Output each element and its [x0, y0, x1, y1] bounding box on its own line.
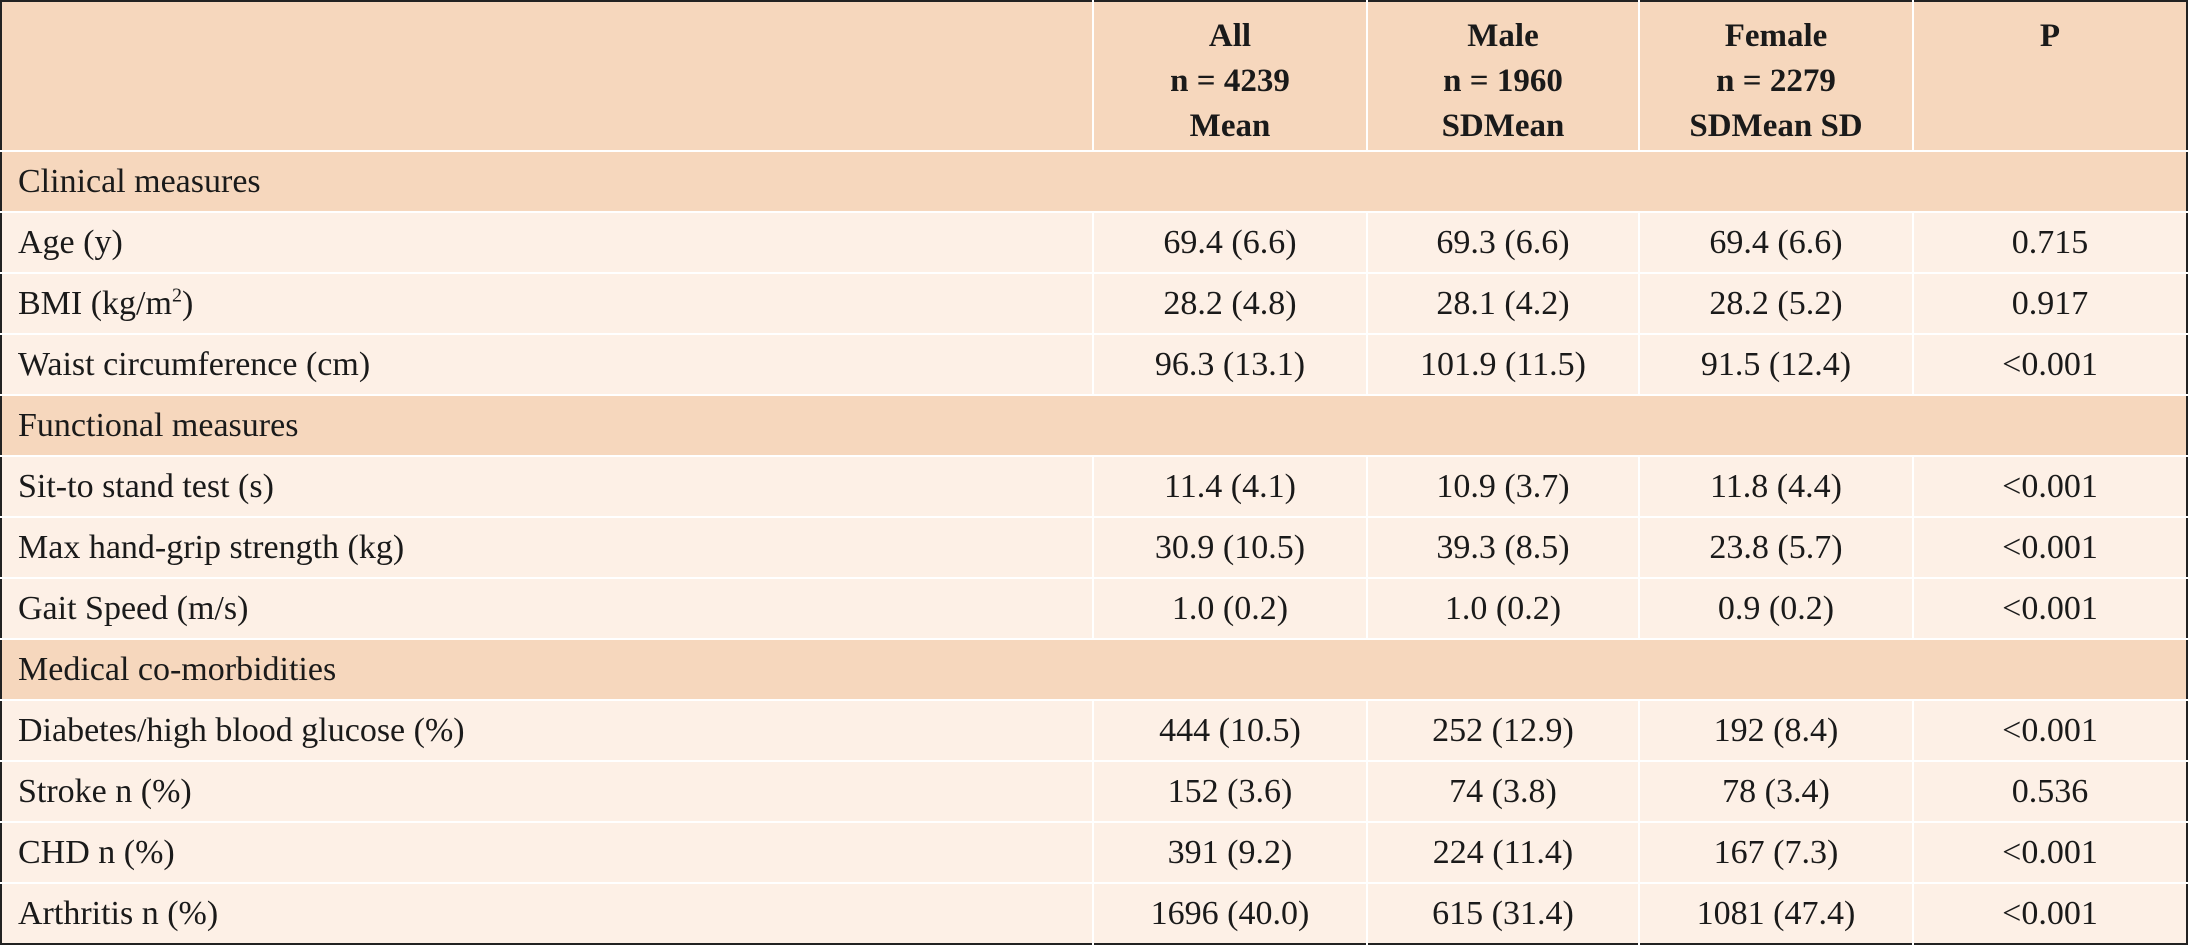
cell-p: <0.001	[1913, 883, 2187, 944]
cell-p: <0.001	[1913, 700, 2187, 762]
row-label: Diabetes/high blood glucose (%)	[1, 700, 1094, 762]
cell-male: 224 (11.4)	[1367, 822, 1640, 884]
row-label: Age (y)	[1, 212, 1094, 274]
cell-p: <0.001	[1913, 822, 2187, 884]
cell-p: 0.917	[1913, 273, 2187, 335]
row-label: Waist circumference (cm)	[1, 334, 1094, 396]
cell-p: <0.001	[1913, 456, 2187, 518]
row-label: BMI (kg/m2)	[1, 273, 1094, 335]
cell-p: <0.001	[1913, 578, 2187, 640]
header-male-line: n = 1960	[1443, 63, 1563, 99]
cell-female: 28.2 (5.2)	[1639, 273, 1914, 335]
header-female-line: n = 2279	[1716, 63, 1836, 99]
section-row-comorbidities: Medical co-morbidities	[1, 639, 2187, 701]
cell-all: 28.2 (4.8)	[1093, 273, 1368, 335]
cell-male: 28.1 (4.2)	[1367, 273, 1640, 335]
cell-all: 96.3 (13.1)	[1093, 334, 1368, 396]
row-label: Gait Speed (m/s)	[1, 578, 1094, 640]
cell-female: 0.9 (0.2)	[1639, 578, 1914, 640]
cell-all: 152 (3.6)	[1093, 761, 1368, 823]
header-male-line: Male	[1467, 18, 1539, 54]
table-body: Clinical measures Age (y) 69.4 (6.6) 69.…	[1, 151, 2187, 944]
section-row-functional: Functional measures	[1, 395, 2187, 457]
cell-male: 615 (31.4)	[1367, 883, 1640, 944]
cell-p: 0.536	[1913, 761, 2187, 823]
cell-female: 11.8 (4.4)	[1639, 456, 1914, 518]
cell-female: 78 (3.4)	[1639, 761, 1914, 823]
header-cell-label	[1, 1, 1094, 152]
row-label: Sit-to stand test (s)	[1, 456, 1094, 518]
cell-male: 69.3 (6.6)	[1367, 212, 1640, 274]
cell-all: 1.0 (0.2)	[1093, 578, 1368, 640]
cell-male: 74 (3.8)	[1367, 761, 1640, 823]
header-male-line: SDMean	[1441, 108, 1565, 144]
row-label-text: BMI (kg/m	[18, 284, 172, 322]
header-all-line: n = 4239	[1170, 63, 1290, 99]
cell-p: 0.715	[1913, 212, 2187, 274]
cell-female: 167 (7.3)	[1639, 822, 1914, 884]
cell-all: 1696 (40.0)	[1093, 883, 1368, 944]
header-cell-all: All n = 4239 Mean	[1093, 1, 1368, 152]
cell-all: 444 (10.5)	[1093, 700, 1368, 762]
cell-all: 391 (9.2)	[1093, 822, 1368, 884]
row-label-superscript: 2	[171, 284, 182, 307]
header-row: All n = 4239 Mean Male n = 1960 SDMean F…	[1, 1, 2187, 152]
cell-male: 39.3 (8.5)	[1367, 517, 1640, 579]
row-label-suffix: )	[181, 284, 194, 322]
table-row: Arthritis n (%) 1696 (40.0) 615 (31.4) 1…	[1, 883, 2187, 944]
header-all-line: Mean	[1189, 108, 1271, 144]
table-header: All n = 4239 Mean Male n = 1960 SDMean F…	[1, 1, 2187, 152]
cell-female: 23.8 (5.7)	[1639, 517, 1914, 579]
header-cell-p: P	[1913, 1, 2187, 152]
cell-male: 252 (12.9)	[1367, 700, 1640, 762]
cell-all: 69.4 (6.6)	[1093, 212, 1368, 274]
row-label: CHD n (%)	[1, 822, 1094, 884]
header-p-line: P	[2039, 18, 2061, 54]
table-row: Gait Speed (m/s) 1.0 (0.2) 1.0 (0.2) 0.9…	[1, 578, 2187, 640]
header-all-line: All	[1208, 18, 1252, 54]
cell-p: <0.001	[1913, 334, 2187, 396]
cell-p: <0.001	[1913, 517, 2187, 579]
row-label: Max hand-grip strength (kg)	[1, 517, 1094, 579]
header-female-line: SDMean SD	[1689, 108, 1863, 144]
header-cell-male: Male n = 1960 SDMean	[1367, 1, 1640, 152]
table-row: BMI (kg/m2) 28.2 (4.8) 28.1 (4.2) 28.2 (…	[1, 273, 2187, 335]
table-row: Stroke n (%) 152 (3.6) 74 (3.8) 78 (3.4)…	[1, 761, 2187, 823]
cell-female: 1081 (47.4)	[1639, 883, 1914, 944]
cell-male: 101.9 (11.5)	[1367, 334, 1640, 396]
cell-male: 1.0 (0.2)	[1367, 578, 1640, 640]
section-row-clinical: Clinical measures	[1, 151, 2187, 213]
table-row: Age (y) 69.4 (6.6) 69.3 (6.6) 69.4 (6.6)…	[1, 212, 2187, 274]
table-row: Diabetes/high blood glucose (%) 444 (10.…	[1, 700, 2187, 762]
cell-male: 10.9 (3.7)	[1367, 456, 1640, 518]
section-title: Functional measures	[1, 395, 2187, 457]
cell-female: 69.4 (6.6)	[1639, 212, 1914, 274]
section-title: Clinical measures	[1, 151, 2187, 213]
row-label: Stroke n (%)	[1, 761, 1094, 823]
section-title: Medical co-morbidities	[1, 639, 2187, 701]
table-row: Max hand-grip strength (kg) 30.9 (10.5) …	[1, 517, 2187, 579]
cell-female: 192 (8.4)	[1639, 700, 1914, 762]
header-female-line: Female	[1724, 18, 1828, 54]
cell-all: 30.9 (10.5)	[1093, 517, 1368, 579]
header-cell-female: Female n = 2279 SDMean SD	[1639, 1, 1914, 152]
table-row: CHD n (%) 391 (9.2) 224 (11.4) 167 (7.3)…	[1, 822, 2187, 884]
table-row: Sit-to stand test (s) 11.4 (4.1) 10.9 (3…	[1, 456, 2187, 518]
row-label: Arthritis n (%)	[1, 883, 1094, 944]
cell-female: 91.5 (12.4)	[1639, 334, 1914, 396]
table-row: Waist circumference (cm) 96.3 (13.1) 101…	[1, 334, 2187, 396]
cell-all: 11.4 (4.1)	[1093, 456, 1368, 518]
